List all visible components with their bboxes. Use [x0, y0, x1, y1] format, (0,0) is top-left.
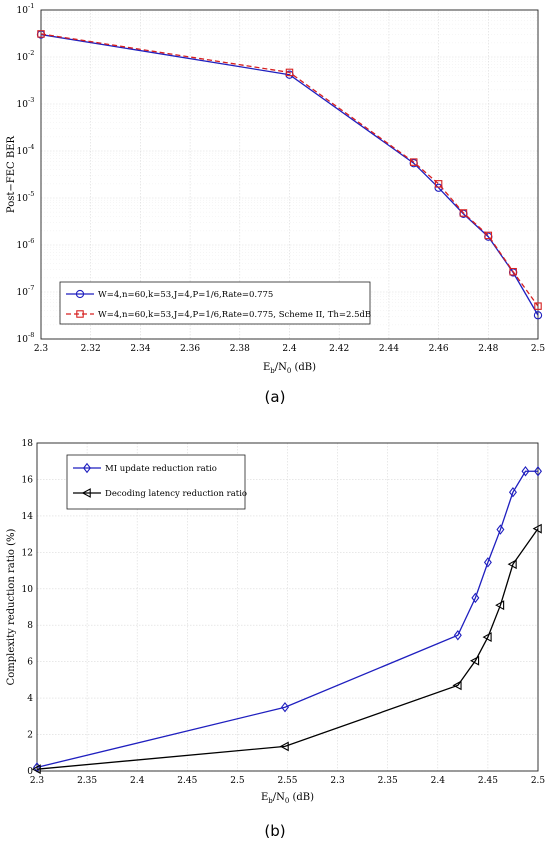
- data-point-2: [509, 267, 517, 276]
- series-line-2: [40, 33, 539, 307]
- legend-label-1: MI update reduction ratio: [105, 464, 217, 474]
- x-tick-label: 2.44: [379, 344, 399, 354]
- x-tick-label: 2.4: [431, 776, 446, 786]
- data-point-2: [31, 764, 41, 775]
- y-tick-exponent: -4: [28, 143, 34, 151]
- legend-label-2: W=4,n=60,k=53,J=4,P=1/6,Rate=0.775, Sche…: [98, 310, 371, 320]
- y-tick-label: 10: [17, 53, 29, 63]
- data-point-1: [453, 630, 462, 641]
- y-tick-label: 10: [17, 288, 29, 298]
- x-tick-label: 2.5: [230, 776, 245, 786]
- x-tick-label: 2.36: [180, 344, 200, 354]
- y-tick-exponent: -2: [28, 49, 34, 57]
- y-tick-exponent: -7: [28, 284, 34, 292]
- x-axis-label: Eb/N0 (dB): [263, 362, 316, 375]
- data-point-2: [532, 523, 542, 534]
- series-line-1: [36, 470, 538, 768]
- data-point-2: [482, 632, 492, 642]
- x-tick-label: 2.34: [130, 344, 150, 354]
- x-tick-label: 2.5: [531, 776, 546, 786]
- y-tick-label: 14: [22, 512, 34, 522]
- x-tick-label: 2.38: [230, 344, 250, 354]
- data-point-1: [483, 557, 492, 568]
- data-point-2: [409, 158, 418, 166]
- y-tick-label: 10: [22, 585, 34, 595]
- data-point-2: [495, 600, 505, 611]
- data-point-1: [533, 311, 543, 320]
- y-tick-label: 12: [22, 548, 33, 558]
- data-point-1: [521, 466, 530, 477]
- x-tick-label: 2.5: [531, 344, 546, 354]
- y-tick-label: 0: [27, 767, 33, 777]
- x-tick-label: 2.42: [329, 344, 349, 354]
- y-tick-label: 10: [17, 241, 29, 251]
- legend-box: [59, 281, 371, 325]
- data-point-2: [285, 68, 294, 77]
- x-tick-label: 2.55: [277, 776, 297, 786]
- y-tick-exponent: -5: [28, 190, 34, 198]
- plot-frame: [36, 442, 539, 772]
- y-tick-label: 10: [17, 147, 29, 157]
- plot-frame: [40, 9, 539, 340]
- y-tick-label: 10: [17, 194, 29, 204]
- y-tick-exponent: -6: [28, 237, 34, 245]
- data-point-2: [507, 559, 517, 570]
- y-tick-label: 2: [27, 731, 33, 741]
- legend-marker-2: [81, 488, 91, 498]
- y-tick-label: 10: [17, 6, 29, 16]
- data-point-2: [484, 231, 493, 240]
- data-point-1: [534, 466, 542, 477]
- caption-b: (b): [264, 822, 285, 840]
- y-tick-label: 8: [27, 621, 33, 631]
- x-tick-label: 2.32: [81, 344, 101, 354]
- data-point-2: [534, 302, 542, 310]
- y-tick-exponent: -1: [28, 2, 34, 10]
- data-point-2: [37, 30, 45, 38]
- data-point-1: [281, 702, 289, 713]
- x-tick-label: 2.35: [77, 776, 97, 786]
- caption-a: (a): [265, 388, 286, 406]
- x-axis-label: Eb/N0 (dB): [261, 792, 314, 805]
- x-tick-label: 2.3: [30, 776, 45, 786]
- y-tick-label: 16: [22, 475, 34, 485]
- data-point-2: [279, 741, 289, 752]
- y-tick-label: 10: [17, 100, 29, 110]
- y-axis-label: Post−FEC BER: [6, 135, 17, 213]
- x-tick-label: 2.4: [282, 344, 297, 354]
- x-tick-label: 2.45: [478, 776, 498, 786]
- series-line-2: [36, 528, 539, 770]
- legend-marker-1: [83, 462, 91, 474]
- x-tick-label: 2.48: [478, 344, 498, 354]
- x-tick-label: 2.35: [378, 776, 398, 786]
- legend-marker-1: [75, 289, 85, 299]
- data-point-1: [496, 524, 505, 535]
- y-tick-exponent: -8: [28, 331, 34, 339]
- chart-panel-b: 2.3 2.35 2.4 2.45 2.5 2.55 2.3 2.35 2.4 2.45 2.5 0 2…: [6, 439, 545, 805]
- data-point-1: [508, 486, 517, 498]
- y-tick-label: 4: [27, 694, 33, 704]
- data-point-2: [459, 209, 468, 217]
- x-tick-label: 2.45: [177, 776, 197, 786]
- x-tick-label: 2.46: [429, 344, 449, 354]
- legend-label-1: W=4,n=60,k=53,J=4,P=1/6,Rate=0.775: [98, 290, 273, 300]
- y-tick-label: 10: [17, 335, 29, 345]
- x-tick-label: 2.3: [34, 344, 49, 354]
- y-tick-label: 6: [27, 658, 33, 668]
- data-point-2: [434, 180, 443, 188]
- legend-marker-2: [76, 310, 84, 318]
- x-tick-label: 2.3: [330, 776, 345, 786]
- y-axis-label: Complexity reduction ratio (%): [6, 528, 17, 685]
- chart-panel-a: 2.3 2.32 2.34 2.36 2.38 2.4 2.42 2.44 2.46 2.48 2.…: [6, 2, 545, 375]
- data-point-2: [470, 655, 480, 666]
- data-point-1: [471, 592, 480, 604]
- x-tick-label: 2.4: [130, 776, 145, 786]
- data-point-2: [452, 680, 462, 691]
- legend-label-2: Decoding latency reduction ratio: [105, 489, 247, 499]
- legend-box: [66, 454, 246, 510]
- y-tick-exponent: -3: [28, 96, 34, 104]
- y-tick-label: 18: [22, 439, 34, 449]
